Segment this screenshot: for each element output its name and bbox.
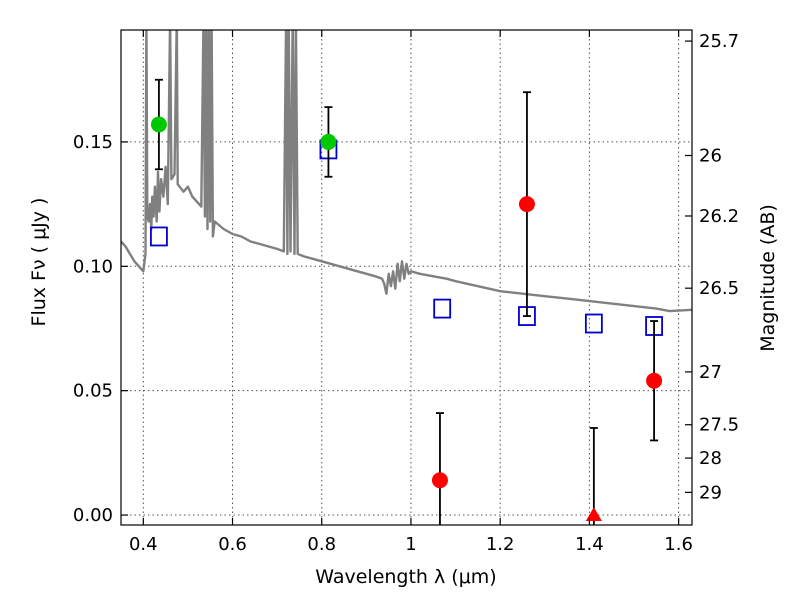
y-tick-label: 0.05 — [73, 381, 113, 402]
x-tick-label: 1 — [405, 534, 416, 555]
spectrum-line — [121, 30, 692, 313]
right-tick-label: 29 — [699, 482, 722, 503]
y-axis-label: Flux Fν ( μJy ) — [28, 198, 50, 327]
x-tick-label: 1.4 — [575, 534, 604, 555]
x-tick-label: 1.6 — [664, 534, 693, 555]
grid — [121, 30, 692, 525]
right-tick-label: 26 — [699, 146, 722, 167]
right-tick-label: 26.2 — [699, 206, 739, 227]
right-tick-label: 25.7 — [699, 31, 739, 52]
data-point — [431, 472, 448, 489]
right-tick-label: 26.5 — [699, 278, 739, 299]
right-axis-ticks: 25.7 26 26.2 26.5 27 27.5 28 29 — [685, 31, 739, 503]
right-tick-label: 28 — [699, 448, 722, 469]
model-square — [433, 298, 452, 319]
model-square — [584, 313, 603, 334]
plot-frame — [120, 29, 693, 526]
y-tick-label: 0.10 — [73, 256, 113, 277]
y-tick-label: 0.00 — [73, 505, 113, 526]
model-square — [150, 226, 168, 247]
x-tick-label: 0.6 — [218, 534, 247, 555]
data-point — [150, 116, 167, 133]
x-axis-ticks: 0.4 0.6 0.8 1 1.2 1.4 1.6 — [129, 30, 693, 555]
right-tick-label: 27 — [699, 362, 722, 383]
data-point — [646, 372, 663, 389]
x-tick-label: 0.8 — [307, 534, 336, 555]
right-axis-label: Magnitude (AB) — [757, 204, 779, 352]
y-axis-ticks: 0.00 0.05 0.10 0.15 — [73, 132, 128, 526]
y-tick-label: 0.15 — [73, 132, 113, 153]
x-axis-label: Wavelength λ (μm) — [315, 566, 496, 588]
right-tick-label: 27.5 — [699, 415, 739, 436]
upper-limit-point — [585, 507, 602, 522]
data-point — [518, 196, 535, 213]
x-tick-label: 0.4 — [129, 534, 158, 555]
data-marks — [150, 78, 663, 525]
model-spectrum — [121, 30, 692, 313]
x-tick-label: 1.2 — [486, 534, 515, 555]
data-point — [320, 133, 337, 150]
